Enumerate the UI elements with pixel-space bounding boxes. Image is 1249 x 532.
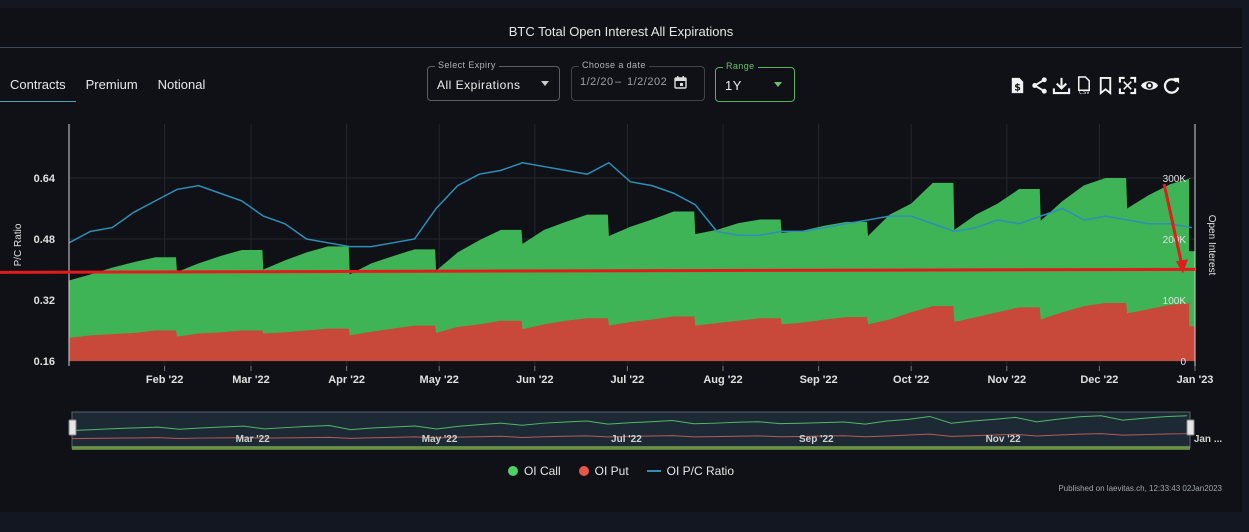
- x-tick-label: Nov '22: [987, 374, 1026, 386]
- axes: Feb '22 Mar '22 Apr '22 May '22 Jun '22 Jul '…: [13, 124, 1217, 386]
- x-tick-label: Jan '23: [1177, 374, 1214, 386]
- y-right-axis-title: Open Interest: [1206, 215, 1217, 276]
- refresh-icon[interactable]: [1162, 76, 1181, 95]
- legend-label-put: OI Put: [594, 464, 629, 478]
- x-tick-label: May '22: [420, 374, 459, 386]
- legend-marker-ratio: [646, 470, 661, 472]
- date-from-input[interactable]: 1/2/20: [580, 76, 614, 88]
- date-separator: –: [615, 76, 622, 88]
- bookmark-icon[interactable]: [1096, 76, 1115, 95]
- legend-label-call: OI Call: [523, 464, 561, 478]
- range-select[interactable]: Range 1Y: [715, 61, 795, 102]
- navigator-scrollbar: [72, 446, 1190, 450]
- chart-legend: OI Call OI Put OI P/C Ratio: [0, 464, 1242, 478]
- share-icon[interactable]: [1030, 76, 1049, 95]
- dollar-file-icon[interactable]: $: [1008, 76, 1027, 95]
- y-right-tick-label: 300K: [1163, 174, 1187, 185]
- y-left-tick-label: 0.32: [34, 295, 55, 307]
- range-select-value: 1Y: [725, 78, 742, 93]
- navigator-handle: [68, 419, 77, 436]
- tab-notional[interactable]: Notional: [157, 77, 206, 92]
- legend-item-oi-call[interactable]: OI Call: [507, 464, 561, 478]
- navigator-put-line: [71, 433, 1187, 440]
- date-picker[interactable]: Choose a date 1/2/20 – 1/2/202: [571, 60, 705, 101]
- y-right-tick-label: 0: [1180, 357, 1186, 368]
- fullscreen-icon[interactable]: [1118, 76, 1137, 95]
- x-tick-label: Oct '22: [893, 374, 929, 386]
- legend-marker-put: [578, 466, 589, 476]
- y-left-tick-label: 0.48: [34, 234, 55, 246]
- x-tick-label: Sep '22: [800, 374, 838, 386]
- navigator[interactable]: Mar '22 May '22 Jul '22 Sep '22 Nov '22 Jan .…: [68, 411, 1223, 450]
- oi-put-area: [69, 303, 1195, 361]
- annotations: [0, 183, 1196, 274]
- oi-pc-ratio-line: [68, 161, 1193, 248]
- navigator-tick-label: May '22: [422, 434, 458, 445]
- navigator-call-line: [71, 415, 1187, 431]
- chevron-down-icon: [541, 81, 549, 86]
- y-right-tick-label: 100K: [1163, 296, 1187, 307]
- horizontal-annotation-line: [0, 267, 1196, 274]
- navigator-handle: [1186, 419, 1195, 436]
- chevron-down-icon: [774, 82, 782, 87]
- expiry-select-label: Select Expiry: [435, 60, 499, 70]
- y-left-tick-label: 0.16: [34, 356, 55, 368]
- expiry-select[interactable]: Select Expiry All Expirations: [427, 60, 560, 101]
- tab-contracts[interactable]: Contracts: [0, 68, 76, 102]
- title-divider: [0, 47, 1242, 48]
- ratio-series: [68, 161, 1193, 248]
- metric-tabs: Contracts Premium Notional: [0, 68, 215, 102]
- published-note: Published on laevitas.ch, 12:33:43 02Jan…: [1058, 484, 1222, 493]
- legend-label-ratio: OI P/C Ratio: [666, 464, 735, 478]
- x-tick-label: Jun '22: [516, 374, 553, 386]
- chart-toolbar: $ CSV: [1008, 76, 1181, 95]
- date-picker-label: Choose a date: [579, 60, 649, 70]
- x-tick-label: Jul '22: [610, 374, 644, 386]
- range-select-label: Range: [723, 61, 758, 71]
- navigator-tick-label: Jul '22: [611, 434, 642, 445]
- y-left-tick-label: 0.64: [34, 173, 56, 185]
- navigator-tick-label: Jan ...: [1194, 434, 1223, 445]
- calendar-icon[interactable]: [674, 76, 687, 89]
- legend-marker-call: [507, 466, 518, 476]
- chart-panel: BTC Total Open Interest All Expirations …: [0, 8, 1242, 512]
- annotation-arrow-head: [1175, 259, 1188, 274]
- navigator-tick-label: Sep '22: [799, 434, 834, 445]
- tab-premium[interactable]: Premium: [85, 77, 138, 92]
- x-tick-label: Apr '22: [328, 374, 365, 386]
- svg-text:$: $: [1014, 82, 1021, 93]
- y-right-tick-label: 200K: [1163, 235, 1187, 246]
- csv-icon[interactable]: CSV: [1074, 76, 1093, 95]
- svg-text:CSV: CSV: [1079, 90, 1090, 95]
- x-tick-label: Dec '22: [1080, 374, 1118, 386]
- x-tick-label: Aug '22: [703, 374, 742, 386]
- legend-item-oi-put[interactable]: OI Put: [578, 464, 629, 478]
- expiry-select-value: All Expirations: [437, 78, 521, 92]
- x-tick-label: Feb '22: [146, 374, 183, 386]
- date-to-input[interactable]: 1/2/202: [627, 76, 668, 88]
- annotation-arrow-shaft: [1162, 183, 1184, 266]
- chart-title: BTC Total Open Interest All Expirations: [508, 24, 734, 39]
- navigator-tick-label: Mar '22: [236, 434, 271, 445]
- oi-chart: Feb '22 Mar '22 Apr '22 May '22 Jun '22 Jul '…: [0, 124, 1223, 450]
- navigator-tick-label: Nov '22: [986, 434, 1022, 445]
- eye-icon[interactable]: [1140, 76, 1159, 95]
- x-tick-label: Mar '22: [232, 374, 269, 386]
- y-left-axis-title: P/C Ratio: [13, 223, 24, 266]
- download-icon[interactable]: [1052, 76, 1071, 95]
- legend-item-oi-pc-ratio[interactable]: OI P/C Ratio: [646, 464, 735, 478]
